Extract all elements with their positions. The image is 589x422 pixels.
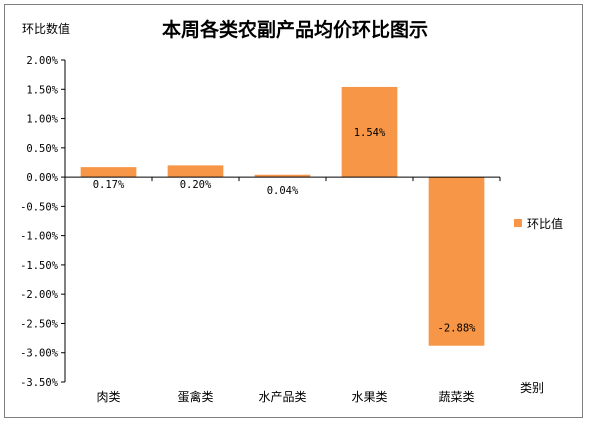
y-tick-label: -3.00% <box>20 348 59 360</box>
bar-1 <box>167 165 224 178</box>
y-tick-label: 1.50% <box>26 84 58 96</box>
axes <box>64 60 501 382</box>
bar-0 <box>80 167 137 178</box>
y-tick-label: -1.50% <box>20 260 59 272</box>
data-labels: 0.17% 0.20% 0.04% 1.54% -2.88% <box>93 127 476 335</box>
data-label-3: 1.54% <box>354 127 386 139</box>
category-label-1: 蛋禽类 <box>177 389 213 404</box>
category-labels: 肉类 蛋禽类 水产品类 水果类 蔬菜类 <box>96 389 474 404</box>
data-label-4: -2.88% <box>438 323 477 335</box>
y-tick-label: -3.50% <box>20 377 59 389</box>
y-tick-label: -2.50% <box>20 318 59 330</box>
y-tick-label: -1.00% <box>20 231 59 243</box>
data-label-1: 0.20% <box>180 179 212 191</box>
y-tick-label: -0.50% <box>20 201 59 213</box>
y-tick-label: 1.00% <box>26 114 58 126</box>
legend-swatch <box>514 219 522 227</box>
bar-4 <box>428 177 485 346</box>
data-label-0: 0.17% <box>93 179 125 191</box>
y-tick-label: 2.00% <box>26 55 58 67</box>
legend: 环比值 <box>514 216 563 231</box>
category-label-4: 蔬菜类 <box>438 390 474 404</box>
bar-2 <box>254 174 311 178</box>
y-tick-label: -2.00% <box>20 289 59 301</box>
y-axis-label: 环比数值 <box>22 21 70 36</box>
legend-label: 环比值 <box>527 216 563 231</box>
category-label-3: 水果类 <box>351 390 387 404</box>
y-axis-ticks: 2.00% 1.50% 1.00% 0.50% 0.00% -0.50% -1.00% -1.… <box>20 55 65 389</box>
bar-3 <box>341 86 398 178</box>
chart-title: 本周各类农副产品均价环比图示 <box>162 18 428 41</box>
category-label-2: 水产品类 <box>258 390 306 404</box>
data-label-2: 0.04% <box>267 185 299 197</box>
y-tick-label: 0.00% <box>26 172 58 184</box>
bars <box>80 86 485 346</box>
category-label-0: 肉类 <box>96 390 120 404</box>
x-axis-label: 类别 <box>520 381 544 395</box>
chart-frame <box>4 4 583 418</box>
y-tick-label: 0.50% <box>26 143 58 155</box>
